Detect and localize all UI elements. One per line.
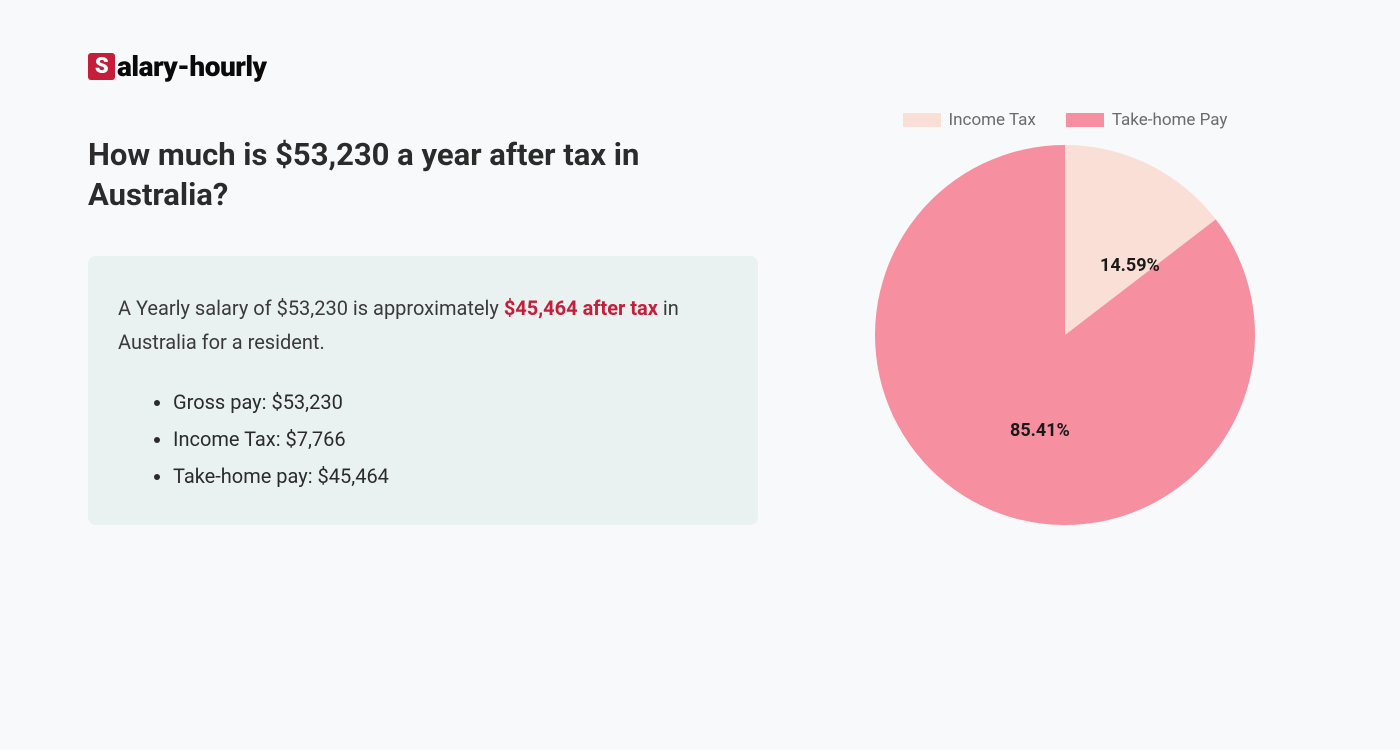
list-item: Gross pay: $53,230 [173,384,728,421]
page-title: How much is $53,230 a year after tax in … [88,135,758,216]
legend-swatch [903,113,941,127]
legend-label: Take-home Pay [1112,110,1228,130]
list-item: Take-home pay: $45,464 [173,458,728,495]
summary-highlight: $45,464 after tax [504,296,658,320]
list-item: Income Tax: $7,766 [173,421,728,458]
slice-label-take-home: 85.41% [1010,420,1070,441]
legend-item-income-tax: Income Tax [903,110,1036,130]
chart-area: Income Tax Take-home Pay 14.59% 85.41% [855,110,1275,525]
pie-chart: 14.59% 85.41% [875,145,1255,525]
logo-text: alary-hourly [117,50,267,83]
summary-prefix: A Yearly salary of $53,230 is approximat… [118,296,504,320]
chart-legend: Income Tax Take-home Pay [855,110,1275,130]
legend-swatch [1066,113,1104,127]
legend-label: Income Tax [949,110,1036,130]
slice-label-income-tax: 14.59% [1100,255,1160,276]
site-logo: Salary-hourly [88,50,267,83]
main-content: How much is $53,230 a year after tax in … [88,135,758,525]
breakdown-list: Gross pay: $53,230 Income Tax: $7,766 Ta… [118,384,728,495]
summary-box: A Yearly salary of $53,230 is approximat… [88,256,758,525]
legend-item-take-home: Take-home Pay [1066,110,1228,130]
summary-text: A Yearly salary of $53,230 is approximat… [118,291,728,359]
logo-badge: S [88,53,115,80]
pie-svg [875,145,1255,525]
